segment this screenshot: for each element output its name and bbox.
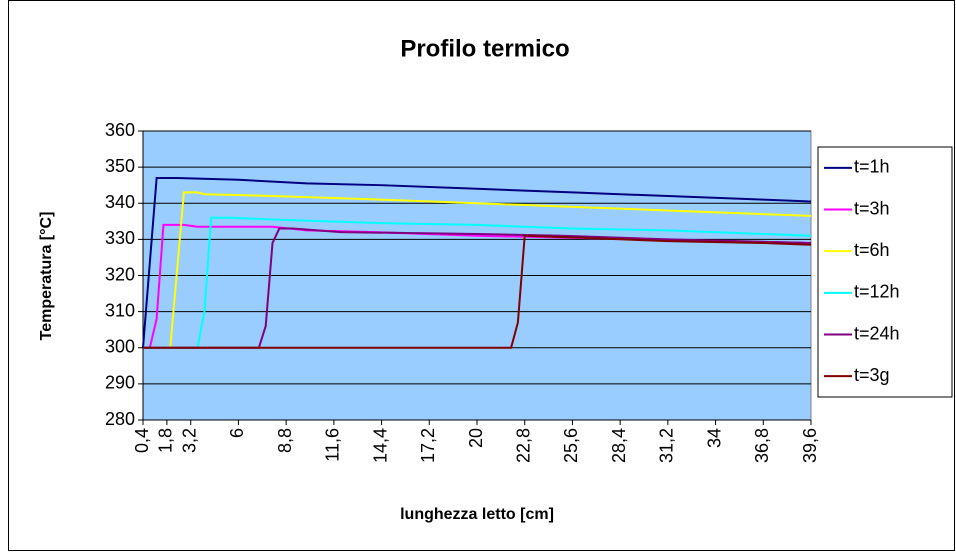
y-tick-label: 330 — [105, 228, 135, 248]
y-tick-label: 340 — [105, 192, 135, 212]
x-tick-label: 28,4 — [609, 428, 629, 463]
series-line — [143, 191, 812, 349]
legend-label: t=6h — [854, 240, 890, 260]
x-tick-label: 3,2 — [179, 428, 199, 453]
x-axis-label: lunghezza letto [cm] — [400, 506, 554, 523]
x-tick-label: 39,6 — [800, 428, 820, 463]
y-tick-label: 320 — [105, 264, 135, 284]
y-tick-label: 360 — [105, 120, 135, 140]
x-tick-label: 20 — [466, 428, 486, 448]
x-tick-label: 14,4 — [370, 428, 390, 463]
x-tick-label: 1,8 — [156, 428, 176, 453]
y-axis-label: Temperatura [°C] — [38, 212, 55, 341]
series-line — [143, 227, 812, 349]
series-line — [143, 234, 812, 349]
series-line — [142, 176, 812, 348]
chart-title: Profilo termico — [400, 35, 569, 62]
x-tick-label: 22,8 — [513, 428, 533, 463]
series-line — [143, 216, 812, 349]
x-tick-label: 17,2 — [418, 428, 438, 463]
legend-label: t=3h — [854, 198, 890, 218]
legend-box — [817, 146, 953, 398]
y-tick-label: 300 — [105, 337, 135, 357]
legend-label: t=12h — [854, 282, 900, 302]
y-tick-label: 290 — [105, 373, 135, 393]
x-tick-label: 34 — [704, 428, 724, 448]
legend-label: t=24h — [854, 323, 900, 343]
y-tick-label: 350 — [105, 156, 135, 176]
x-tick-label: 36,8 — [752, 428, 772, 463]
x-tick-label: 25,6 — [561, 428, 581, 463]
y-tick-label: 310 — [105, 300, 135, 320]
x-tick-label: 6 — [227, 428, 247, 438]
x-tick-label: 11,6 — [323, 428, 343, 462]
x-tick-label: 31,2 — [657, 428, 677, 463]
legend-label: t=3g — [854, 365, 890, 385]
x-tick-label: 0,4 — [132, 428, 152, 453]
legend-label: t=1h — [854, 157, 890, 177]
x-tick-label: 8,8 — [275, 428, 295, 453]
y-tick-label: 280 — [105, 409, 135, 429]
